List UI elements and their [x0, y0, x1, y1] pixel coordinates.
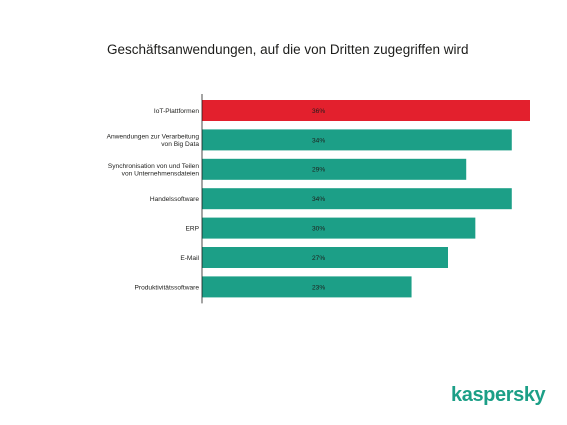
bar-3: [202, 158, 467, 180]
category-label-3: Synchronisation von und Teilen von Untern…: [108, 163, 199, 177]
bar-5: [202, 217, 476, 239]
value-label-1: 36%: [312, 108, 325, 115]
value-label-7: 23%: [312, 284, 325, 291]
bar-4: [202, 188, 512, 210]
value-label-2: 34%: [312, 137, 325, 144]
bar-6: [202, 247, 448, 268]
value-label-3: 29%: [312, 167, 325, 174]
value-label-5: 30%: [312, 226, 325, 233]
bar-2: [202, 129, 512, 151]
category-label-4: Handelssoftware: [150, 196, 199, 203]
chart-title: Geschäftsanwendungen, auf die von Dritte…: [107, 42, 469, 57]
category-label-6: E-Mail: [180, 255, 199, 262]
category-label-1: IoT-Plattformen: [154, 108, 199, 115]
kaspersky-logo: kaspersky: [451, 384, 546, 406]
bar-7: [202, 276, 412, 298]
value-label-6: 27%: [312, 255, 325, 262]
category-label-5: ERP: [185, 226, 199, 233]
category-label-2: Anwendungen zur Verarbeitung von Big Data: [107, 134, 200, 148]
value-label-4: 34%: [312, 196, 325, 203]
category-label-7: Produktivitätssoftware: [135, 284, 200, 291]
bar-1: [202, 100, 530, 121]
